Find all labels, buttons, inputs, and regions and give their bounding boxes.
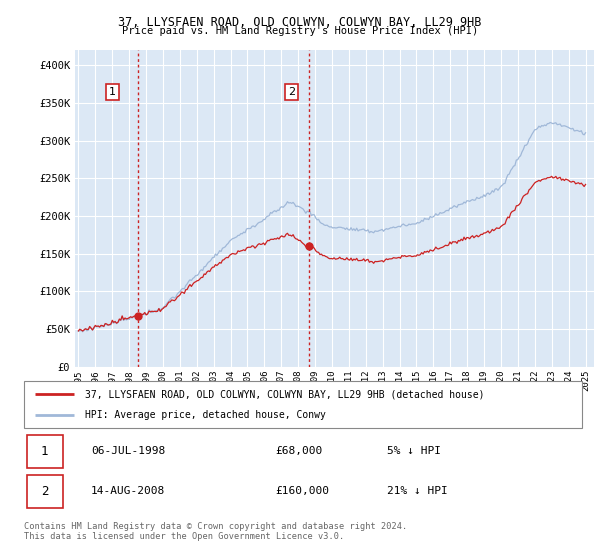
- Text: 14-AUG-2008: 14-AUG-2008: [91, 486, 165, 496]
- Text: 06-JUL-1998: 06-JUL-1998: [91, 446, 165, 456]
- Text: 1: 1: [41, 445, 49, 458]
- Text: 37, LLYSFAEN ROAD, OLD COLWYN, COLWYN BAY, LL29 9HB: 37, LLYSFAEN ROAD, OLD COLWYN, COLWYN BA…: [118, 16, 482, 29]
- Text: 2: 2: [41, 484, 49, 498]
- Text: 21% ↓ HPI: 21% ↓ HPI: [387, 486, 448, 496]
- Text: 37, LLYSFAEN ROAD, OLD COLWYN, COLWYN BAY, LL29 9HB (detached house): 37, LLYSFAEN ROAD, OLD COLWYN, COLWYN BA…: [85, 389, 485, 399]
- Text: £68,000: £68,000: [275, 446, 322, 456]
- Text: 1: 1: [109, 87, 116, 97]
- Text: Contains HM Land Registry data © Crown copyright and database right 2024.
This d: Contains HM Land Registry data © Crown c…: [24, 522, 407, 542]
- Text: Price paid vs. HM Land Registry's House Price Index (HPI): Price paid vs. HM Land Registry's House …: [122, 26, 478, 36]
- Bar: [27, 475, 63, 507]
- Bar: [27, 435, 63, 468]
- Text: 5% ↓ HPI: 5% ↓ HPI: [387, 446, 440, 456]
- Text: 2: 2: [288, 87, 295, 97]
- Text: £160,000: £160,000: [275, 486, 329, 496]
- Text: HPI: Average price, detached house, Conwy: HPI: Average price, detached house, Conw…: [85, 410, 326, 420]
